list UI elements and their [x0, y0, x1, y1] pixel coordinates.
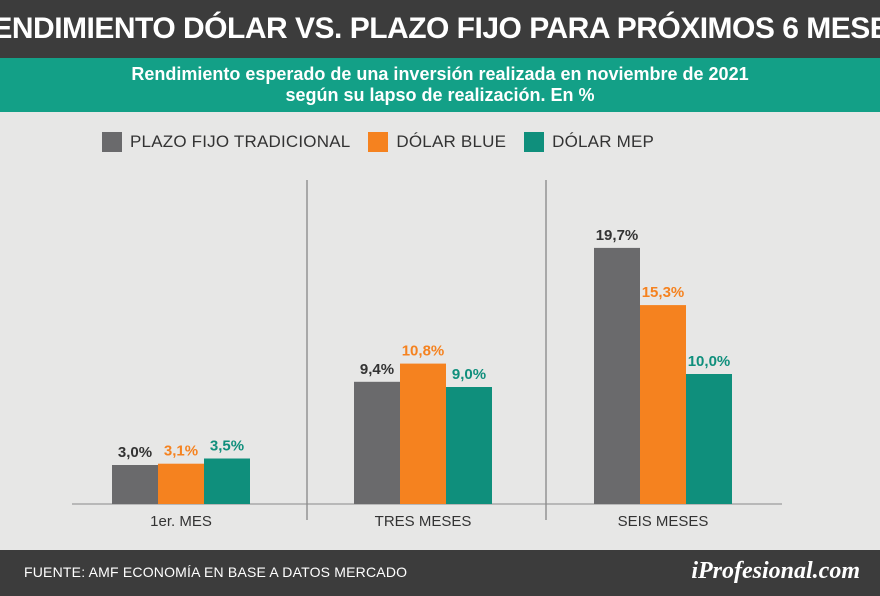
bar-0-2 [204, 458, 250, 504]
legend-swatch-plazo-fijo [102, 132, 122, 152]
bar-1-1 [400, 363, 446, 504]
legend-label-dolar-mep: DÓLAR MEP [552, 132, 655, 151]
bar-2-0 [594, 247, 640, 504]
footer-bar: FUENTE: AMF ECONOMÍA EN BASE A DATOS MER… [0, 550, 880, 596]
iprofesional-logo: iProfesional.com [691, 558, 860, 584]
bar-2-2 [686, 374, 732, 504]
data-label-1-0: 9,4% [360, 361, 394, 378]
data-label-2-2: 10,0% [688, 353, 731, 370]
subtitle-bar: Rendimiento esperado de una inversión re… [0, 58, 880, 112]
source-note: FUENTE: AMF ECONOMÍA EN BASE A DATOS MER… [24, 564, 408, 580]
bar-2-1 [640, 305, 686, 504]
bar-1-0 [354, 381, 400, 504]
legend-label-dolar-blue: DÓLAR BLUE [396, 132, 507, 151]
legend-item-dolar-mep: DÓLAR MEP [524, 132, 654, 152]
category-label-1: TRES MESES [375, 513, 472, 530]
data-label-1-1: 10,8% [402, 343, 445, 360]
chart-title: RENDIMIENTO DÓLAR VS. PLAZO FIJO PARA PR… [0, 12, 880, 45]
bar-1-2 [446, 387, 492, 504]
legend-label-plazo-fijo: PLAZO FIJO TRADICIONAL [130, 132, 351, 151]
legend: PLAZO FIJO TRADICIONAL DÓLAR BLUE DÓLAR … [102, 131, 672, 153]
data-label-0-0: 3,0% [118, 444, 152, 461]
title-bar: RENDIMIENTO DÓLAR VS. PLAZO FIJO PARA PR… [0, 0, 880, 58]
bar-0-1 [158, 463, 204, 504]
data-label-0-1: 3,1% [164, 443, 198, 460]
subtitle-line-2: según su lapso de realización. En % [285, 85, 595, 105]
category-label-2: SEIS MESES [618, 513, 709, 530]
legend-swatch-dolar-mep [524, 132, 545, 152]
legend-item-plazo-fijo: PLAZO FIJO TRADICIONAL [102, 132, 350, 152]
data-label-1-2: 9,0% [452, 366, 486, 383]
data-label-0-2: 3,5% [210, 438, 244, 455]
legend-swatch-dolar-blue [368, 132, 389, 152]
data-label-2-0: 19,7% [596, 227, 639, 244]
legend-item-dolar-blue: DÓLAR BLUE [368, 132, 506, 152]
bar-chart: 3,0% 3,1% 3,5% 1er. MES 9,4% 10,8% 9,0% TRES ME… [72, 180, 782, 530]
subtitle-line-1: Rendimiento esperado de una inversión re… [131, 64, 749, 84]
data-label-2-1: 15,3% [642, 284, 685, 301]
category-label-0: 1er. MES [150, 513, 212, 530]
bar-0-0 [112, 465, 158, 504]
